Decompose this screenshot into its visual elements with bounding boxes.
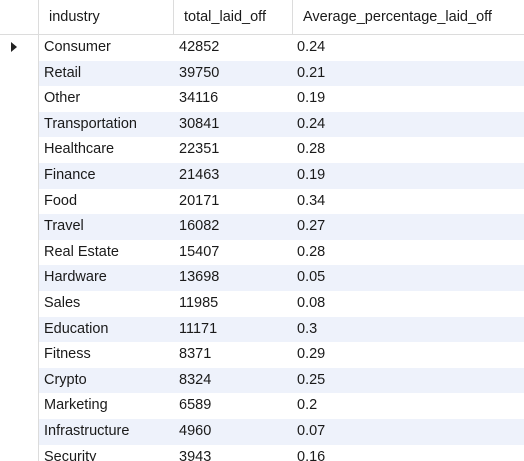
row-header[interactable] xyxy=(0,35,39,61)
cell-total-laid-off[interactable]: 4960 xyxy=(179,422,212,439)
cell-total-laid-off[interactable]: 11171 xyxy=(179,320,218,337)
cell-industry[interactable]: Crypto xyxy=(44,371,87,388)
row-header[interactable] xyxy=(0,393,39,419)
cell-average-percentage-laid-off[interactable]: 0.21 xyxy=(297,64,326,81)
cell-total-laid-off[interactable]: 34116 xyxy=(179,90,219,107)
table-row[interactable]: Marketing 6589 0.2 xyxy=(0,393,524,419)
cell-average-percentage-laid-off[interactable]: 0.05 xyxy=(297,269,326,286)
row-header[interactable] xyxy=(0,60,39,87)
cell-average-percentage-laid-off[interactable]: 0.25 xyxy=(297,371,326,388)
cell-industry[interactable]: Sales xyxy=(44,294,81,311)
table-row[interactable]: Retail 39750 0.21 xyxy=(0,60,524,87)
cell-industry[interactable]: Transportation xyxy=(44,115,137,132)
cell-average-percentage-laid-off[interactable]: 0.08 xyxy=(297,294,326,311)
cell-total-laid-off[interactable]: 11985 xyxy=(179,294,219,311)
row-header[interactable] xyxy=(0,86,39,112)
row-header[interactable] xyxy=(0,342,39,368)
cell-average-percentage-laid-off[interactable]: 0.28 xyxy=(297,243,326,260)
table-row[interactable]: Security 3943 0.16 xyxy=(0,444,524,461)
row-header[interactable] xyxy=(0,111,39,138)
table-row[interactable]: Consumer 42852 0.24 xyxy=(0,35,524,61)
cell-industry[interactable]: Retail xyxy=(44,64,82,81)
cell-total-laid-off[interactable]: 15407 xyxy=(179,243,220,260)
cell-total-laid-off[interactable]: 13698 xyxy=(179,269,220,286)
row-header-corner[interactable] xyxy=(0,0,39,34)
column-header-total-laid-off[interactable]: total_laid_off xyxy=(174,0,293,34)
cell-total-laid-off[interactable]: 6589 xyxy=(179,397,212,414)
cell-average-percentage-laid-off[interactable]: 0.29 xyxy=(297,346,326,363)
table-row[interactable]: Food 20171 0.34 xyxy=(0,188,524,215)
grid-body: Consumer 42852 0.24 Retail 39750 0.21 Other 341… xyxy=(0,35,524,461)
cell-average-percentage-laid-off[interactable]: 0.28 xyxy=(297,141,326,158)
table-row[interactable]: Sales 11985 0.08 xyxy=(0,290,524,317)
table-row[interactable]: Travel 16082 0.27 xyxy=(0,214,524,240)
table-row[interactable]: Real Estate 15407 0.28 xyxy=(0,239,524,266)
cell-industry[interactable]: Education xyxy=(44,320,109,337)
table-row[interactable]: Finance 21463 0.19 xyxy=(0,162,524,189)
table-row[interactable]: Healthcare 22351 0.28 xyxy=(0,137,524,163)
column-header-average-percentage-laid-off[interactable]: Average_percentage_laid_off xyxy=(303,9,492,25)
cell-average-percentage-laid-off[interactable]: 0.16 xyxy=(297,448,326,461)
cell-total-laid-off[interactable]: 21463 xyxy=(179,166,220,183)
cell-average-percentage-laid-off[interactable]: 0.34 xyxy=(297,192,326,209)
table-row[interactable]: Education 11171 0.3 xyxy=(0,316,524,343)
row-header[interactable] xyxy=(0,367,39,394)
cell-average-percentage-laid-off[interactable]: 0.3 xyxy=(297,320,318,337)
row-header[interactable] xyxy=(0,239,39,266)
cell-total-laid-off[interactable]: 42852 xyxy=(179,39,220,55)
cell-total-laid-off[interactable]: 16082 xyxy=(179,218,220,235)
cell-industry[interactable]: Healthcare xyxy=(44,141,115,158)
cell-average-percentage-laid-off[interactable]: 0.24 xyxy=(297,115,326,132)
cell-total-laid-off[interactable]: 8324 xyxy=(179,371,212,388)
cell-industry[interactable]: Finance xyxy=(44,166,96,183)
cell-total-laid-off[interactable]: 20171 xyxy=(179,192,220,209)
table-row[interactable]: Hardware 13698 0.05 xyxy=(0,265,524,291)
cell-industry[interactable]: Marketing xyxy=(44,397,108,414)
cell-industry[interactable]: Travel xyxy=(44,218,84,235)
cell-industry[interactable]: Consumer xyxy=(44,39,111,55)
row-header[interactable] xyxy=(0,290,39,317)
cell-total-laid-off[interactable]: 8371 xyxy=(179,346,212,363)
cell-average-percentage-laid-off[interactable]: 0.07 xyxy=(297,422,326,439)
row-header[interactable] xyxy=(0,162,39,189)
cell-industry[interactable]: Security xyxy=(44,448,97,461)
cell-total-laid-off[interactable]: 39750 xyxy=(179,64,220,81)
cell-average-percentage-laid-off[interactable]: 0.2 xyxy=(297,397,318,414)
cell-industry[interactable]: Real Estate xyxy=(44,243,119,260)
grid-header: industry total_laid_off Average_percenta… xyxy=(0,0,524,35)
row-header[interactable] xyxy=(0,316,39,343)
row-pointer-icon xyxy=(11,42,17,52)
cell-average-percentage-laid-off[interactable]: 0.24 xyxy=(297,39,326,55)
table-row[interactable]: Transportation 30841 0.24 xyxy=(0,111,524,138)
table-row[interactable]: Crypto 8324 0.25 xyxy=(0,367,524,394)
row-header[interactable] xyxy=(0,137,39,163)
table-row[interactable]: Fitness 8371 0.29 xyxy=(0,342,524,368)
cell-average-percentage-laid-off[interactable]: 0.19 xyxy=(297,90,326,107)
cell-industry[interactable]: Infrastructure xyxy=(44,422,130,439)
cell-total-laid-off[interactable]: 3943 xyxy=(179,448,212,461)
table-row[interactable]: Other 34116 0.19 xyxy=(0,86,524,112)
cell-industry[interactable]: Hardware xyxy=(44,269,107,286)
cell-total-laid-off[interactable]: 22351 xyxy=(179,141,220,158)
row-header[interactable] xyxy=(0,265,39,291)
cell-industry[interactable]: Fitness xyxy=(44,346,91,363)
row-header[interactable] xyxy=(0,444,39,461)
cell-industry[interactable]: Food xyxy=(44,192,78,209)
column-header-industry[interactable]: industry xyxy=(39,0,174,34)
cell-average-percentage-laid-off[interactable]: 0.27 xyxy=(297,218,326,235)
row-header[interactable] xyxy=(0,188,39,215)
cell-average-percentage-laid-off[interactable]: 0.19 xyxy=(297,166,326,183)
table-row[interactable]: Infrastructure 4960 0.07 xyxy=(0,418,524,445)
row-header[interactable] xyxy=(0,214,39,240)
cell-total-laid-off[interactable]: 30841 xyxy=(179,115,220,132)
row-header[interactable] xyxy=(0,418,39,445)
cell-industry[interactable]: Other xyxy=(44,90,81,107)
